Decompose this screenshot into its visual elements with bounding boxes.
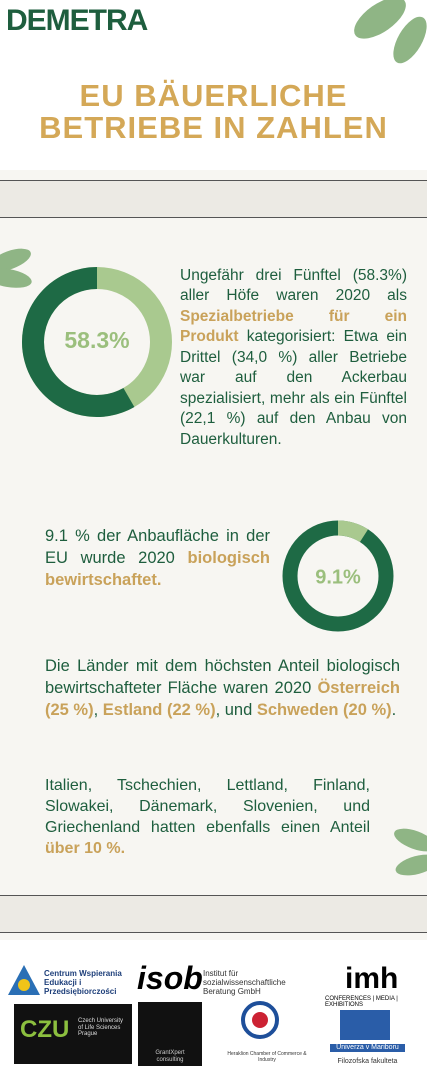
highlight: über 10 %. [45,840,126,858]
title-line: BETRIEBE IN ZAHLEN [39,110,388,145]
title-line: EU BÄUERLICHE [79,78,348,113]
text: Die Länder mit dem höchsten Anteil biolo… [45,657,400,697]
logo-text: imh [345,962,399,995]
logo-text: Czech University of Life Sciences Prague [78,1018,124,1038]
highlight: Österreich (25 %) [45,678,400,719]
logo-box [14,1004,132,1064]
text: kategorisiert: Etwa ein Drittel (34,0 %)… [180,328,407,448]
text: Ungefähr drei Fünftel (58.3%) aller Höfe… [180,267,407,305]
donut-label: 58.3% [64,327,129,353]
text: . [391,700,397,719]
logo-text: GrantXpert consulting [155,1050,185,1063]
highlight: biologisch bewirtschaftet. [45,548,270,589]
logo-text: Univerza v Mariboru [330,1044,405,1052]
text: 9.1 % der Anbaufläche in der EU wurde 20… [45,527,270,567]
highlight: Schweden (20 %) [256,700,392,719]
text: Italien, Tschechien, Lettland, Finland, … [45,777,370,837]
paragraph: Die Länder mit dem höchsten Anteil biolo… [45,656,400,721]
logo-text: CONFERENCES | MEDIA | EXHIBITIONS [325,996,398,1008]
brand: DEMETRA [6,4,148,37]
paragraph: 9.1 % der Anbaufläche in der EU wurde 20… [45,526,270,591]
leaf-decoration [394,828,427,876]
text: , [93,700,103,719]
donut-label: 9.1% [315,566,361,588]
logo-text: CZU [20,1016,70,1043]
divider-band [0,180,427,218]
logo-text: Heraklion Chamber of Commerce & Industry [227,1051,307,1063]
logo-text: Institut für sozialwissenschaftliche Ber… [203,969,286,996]
logo-text: isob [137,960,203,996]
donut-arc [22,267,135,417]
logo-text: Filozofska fakulteta [337,1058,398,1065]
leaf-decoration [354,0,427,64]
logo-box [138,1002,202,1066]
logo-icon [8,965,40,995]
highlight: Spezialbetriebe für ein Produkt [180,307,407,346]
leaf-decoration [0,248,32,288]
donut-chart: 58.3% [22,267,172,417]
donut-chart: 9.1% [282,520,394,632]
paragraph: Italien, Tschechien, Lettland, Finland, … [45,775,370,859]
donut-arc [337,520,369,543]
text: , und [215,700,257,719]
logo-text: Centrum Wspierania Edukacji i Przedsiębi… [44,969,122,996]
highlight: Estland (22 %) [102,700,216,719]
divider-band [0,895,427,933]
logo-box [340,1010,390,1040]
logo-icon [241,1001,279,1039]
paragraph: Ungefähr drei Fünftel (58.3%) aller Höfe… [180,266,407,450]
